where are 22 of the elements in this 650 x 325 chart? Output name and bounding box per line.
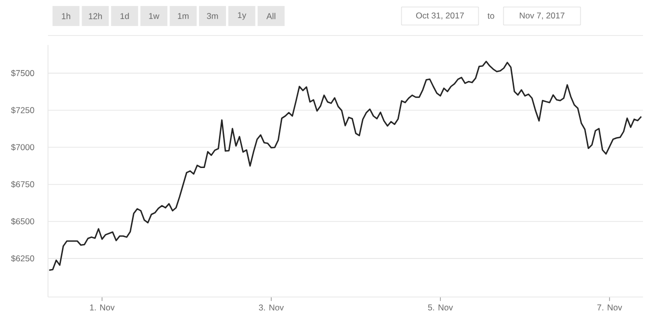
text: 1w xyxy=(149,13,160,19)
y-tick-label: $7000 xyxy=(11,144,34,151)
text: Oct 31, 2017 xyxy=(416,12,464,20)
line-series xyxy=(48,60,642,271)
y-tick-label: $6500 xyxy=(11,218,34,225)
x-tick-label: 5. Nov xyxy=(428,304,453,310)
y-tick-label: $6750 xyxy=(11,180,34,188)
x-tick-label: 1. Nov xyxy=(90,304,115,310)
text: 1d xyxy=(120,12,129,20)
text: All xyxy=(266,12,276,20)
text: 1m xyxy=(178,13,189,19)
y-tick-label: $7500 xyxy=(11,70,34,77)
x-tick-label: 7. Nov xyxy=(597,304,622,310)
text: to xyxy=(488,13,494,19)
text: 3m xyxy=(206,13,218,19)
y-tick-label: $6250 xyxy=(11,255,34,262)
x-tick-label: 3. Nov xyxy=(258,304,284,310)
y-tick-label: $7250 xyxy=(11,106,34,114)
text: 12h xyxy=(88,12,102,20)
text: Nov 7, 2017 xyxy=(520,12,564,20)
text: 1h xyxy=(62,12,70,20)
text: 1y xyxy=(238,12,246,20)
